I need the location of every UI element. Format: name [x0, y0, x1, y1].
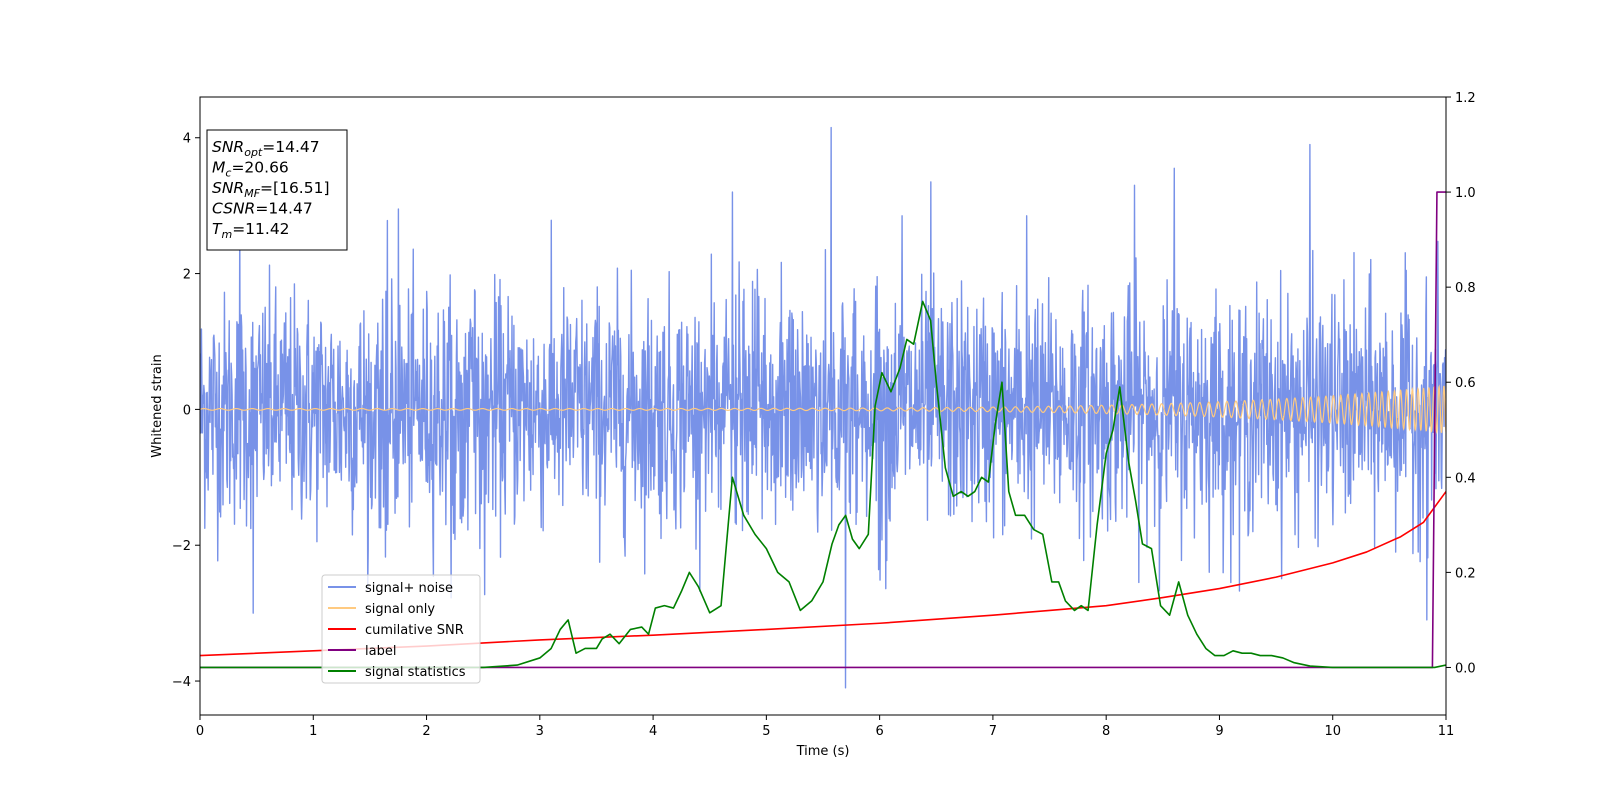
annotation-subscript: opt — [244, 146, 263, 159]
annotation-line: Tm=11.42 — [212, 220, 290, 241]
annotation-subscript: m — [221, 228, 232, 241]
x-tick-label: 5 — [762, 724, 770, 739]
annotation-value: =14.47 — [262, 138, 319, 156]
annotation-box: SNRopt=14.47Mc=20.66SNRMF=[16.51]CSNR=14… — [206, 129, 348, 251]
annotation-value: =11.42 — [232, 220, 289, 238]
series-layer — [200, 126, 1446, 689]
y2-tick-label: 0.8 — [1455, 281, 1476, 296]
y-axis-label: Whitened strain — [150, 354, 165, 457]
y2-tick-label: 1.0 — [1455, 186, 1476, 201]
y2-tick-label: 0.2 — [1455, 566, 1476, 581]
annotation-value: =14.47 — [255, 200, 312, 218]
x-tick-label: 1 — [309, 724, 317, 739]
x-tick-label: 11 — [1438, 724, 1455, 739]
annotation-frame — [206, 129, 348, 251]
y-tick-label: 2 — [183, 268, 191, 283]
x-axis: 0 1 2 3 4 5 6 7 8 9 10 11 — [196, 715, 1454, 739]
legend-item-signal-only: signal only — [328, 602, 435, 617]
x-tick-label: 6 — [875, 724, 883, 739]
annotation-variable: SNR — [212, 179, 244, 197]
annotation-variable: SNR — [212, 138, 244, 156]
y-tick-label: −4 — [172, 675, 191, 690]
annotation-line: SNRMF=[16.51] — [212, 179, 330, 200]
x-tick-label: 3 — [536, 724, 544, 739]
series-signal-only — [200, 384, 1446, 435]
legend-label: label — [365, 644, 396, 659]
legend-item-cumilative-snr: cumilative SNR — [328, 623, 464, 638]
annotation-line: SNRopt=14.47 — [212, 138, 320, 159]
legend-item-label: label — [328, 644, 396, 659]
x-tick-label: 8 — [1102, 724, 1110, 739]
y2-tick-label: 0.6 — [1455, 376, 1476, 391]
y-axis-left: −4 −2 0 2 4 — [172, 132, 200, 690]
x-tick-label: 4 — [649, 724, 657, 739]
annotation-value: =[16.51] — [260, 179, 329, 197]
x-tick-label: 10 — [1324, 724, 1341, 739]
x-tick-label: 9 — [1215, 724, 1223, 739]
legend-item-signal-noise: signal+ noise — [328, 581, 453, 596]
annotation-line: Mc=20.66 — [212, 159, 289, 180]
annotation-variable: CSNR — [212, 200, 255, 218]
y2-tick-label: 0.0 — [1455, 661, 1476, 676]
annotation-subscript: c — [225, 167, 231, 180]
legend-label: signal only — [365, 602, 435, 617]
x-axis-label: Time (s) — [796, 744, 850, 759]
legend-frame — [321, 574, 481, 684]
y2-tick-label: 1.2 — [1455, 91, 1476, 106]
x-tick-label: 7 — [989, 724, 997, 739]
legend-label: signal statistics — [365, 665, 466, 680]
annotation-subscript: MF — [244, 187, 260, 200]
x-tick-label: 0 — [196, 724, 204, 739]
legend-label: cumilative SNR — [365, 623, 464, 638]
y2-tick-label: 0.4 — [1455, 471, 1476, 486]
series-label — [200, 191, 1446, 669]
y-tick-label: 4 — [183, 132, 191, 147]
legend: signal+ noise signal only cumilative SNR la… — [321, 574, 481, 684]
series-signal-statistics — [200, 300, 1446, 669]
annotation-value: =20.66 — [231, 159, 288, 177]
x-tick-label: 2 — [422, 724, 430, 739]
y-axis-right: 0.0 0.2 0.4 0.6 0.8 1.0 1.2 — [1446, 91, 1476, 676]
annotation-line: CSNR=14.47 — [212, 200, 313, 218]
legend-label: signal+ noise — [365, 581, 453, 596]
annotation-variable: M — [212, 159, 225, 177]
plot-frame — [199, 96, 1447, 716]
legend-item-signal-statistics: signal statistics — [328, 665, 466, 680]
y-tick-label: −2 — [172, 539, 191, 554]
series-signal-noise — [200, 126, 1446, 689]
annotation-variable: T — [212, 220, 223, 238]
y-tick-label: 0 — [183, 403, 191, 418]
